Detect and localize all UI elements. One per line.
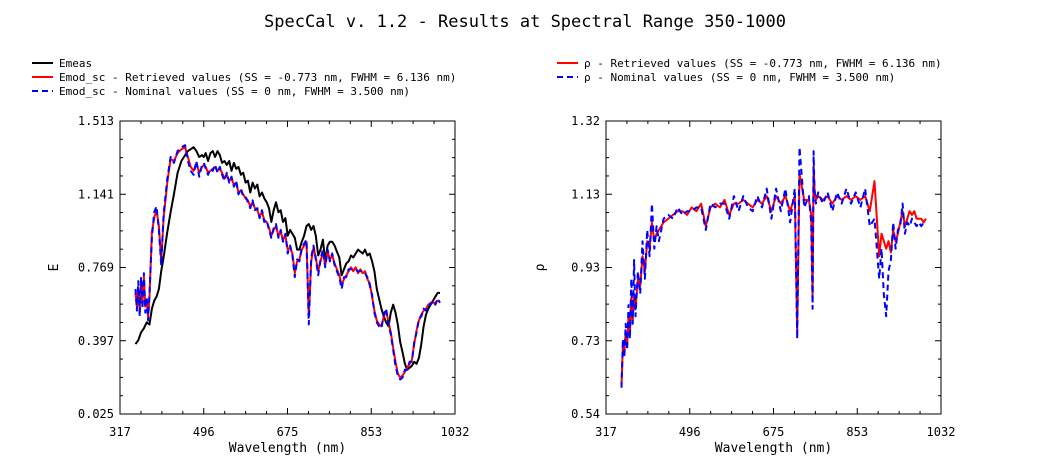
y-tick-label: 0.93 [571,261,600,275]
legend-label-meas: Emeas [59,57,92,70]
x-axis-label: Wavelength (nm) [715,441,832,456]
series-line-nominal [134,144,441,381]
plot-frame [605,120,942,415]
series-line-meas [134,146,440,371]
y-tick-label: 1.13 [571,187,600,201]
x-tick-label: 317 [109,425,131,439]
series-line-retrieved [134,146,440,379]
legend-label-nominal: Emod_sc - Nominal values (SS = 0 nm, FWH… [59,85,410,98]
y-tick-label: 1.513 [78,114,114,128]
legend-label-retrieved: Emod_sc - Retrieved values (SS = -0.773 … [59,71,456,84]
y-tick-label: 0.769 [78,261,114,275]
y-tick-label: 0.397 [78,334,114,348]
x-axis-label: Wavelength (nm) [229,441,346,456]
figure-title: SpecCal v. 1.2 - Results at Spectral Ran… [264,12,786,32]
y-tick-label: 1.141 [78,187,114,201]
series-line-nominal [620,146,926,388]
y-axis-label: E [47,264,62,272]
y-tick-label: 0.54 [571,407,600,421]
y-tick-label: 0.025 [78,407,114,421]
x-tick-label: 496 [193,425,215,439]
x-tick-label: 317 [595,425,617,439]
x-tick-label: 853 [360,425,382,439]
legend-label-nominal: ρ - Nominal values (SS = 0 nm, FWHM = 3.… [584,71,895,84]
y-tick-label: 0.73 [571,334,600,348]
y-axis-label: ρ [533,263,548,271]
x-tick-label: 675 [763,425,785,439]
reflectance-chart: ρ - Retrieved values (SS = -0.773 nm, FW… [533,57,955,456]
x-tick-label: 1032 [441,425,470,439]
y-tick-label: 1.32 [571,114,600,128]
x-tick-label: 675 [277,425,299,439]
x-tick-label: 1032 [927,425,956,439]
x-tick-label: 853 [846,425,868,439]
legend-label-retrieved: ρ - Retrieved values (SS = -0.773 nm, FW… [584,57,942,70]
x-tick-label: 496 [679,425,701,439]
